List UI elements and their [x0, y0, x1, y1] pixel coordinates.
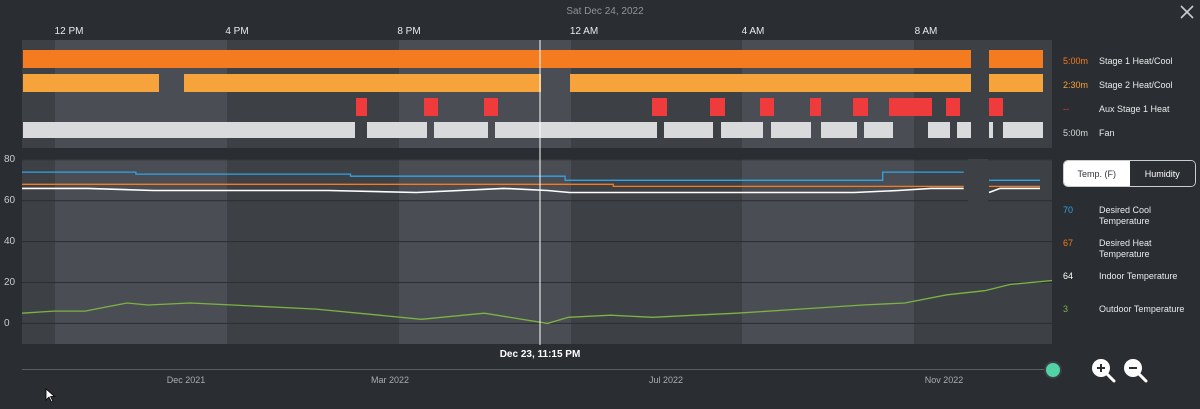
- zoom-in-icon[interactable]: [1090, 357, 1116, 383]
- chart-series: [21, 159, 1053, 325]
- scrubber-month: Nov 2022: [924, 375, 964, 385]
- scrubber-month: Mar 2022: [370, 375, 410, 385]
- legend-label: Indoor Temperature: [1099, 271, 1178, 281]
- runtime-bar: [928, 122, 950, 138]
- time-label-8am: 8 AM: [914, 26, 938, 37]
- runtime-bar: [957, 122, 971, 138]
- runtime-bar: [652, 98, 667, 116]
- runtime-bar: [810, 98, 821, 116]
- runtime-bar: [989, 50, 1043, 68]
- temperature-chart[interactable]: [0, 150, 1060, 345]
- runtime-bar: [989, 98, 1003, 116]
- series-line: [22, 187, 964, 194]
- chart-band: [399, 159, 571, 344]
- humidity-toggle-button[interactable]: Humidity: [1129, 161, 1195, 186]
- series-line: [22, 171, 964, 181]
- chart-band: [571, 159, 742, 344]
- y-tick-label: 40: [4, 236, 16, 247]
- y-tick-label: 20: [4, 277, 16, 288]
- runtime-bar: [771, 122, 811, 138]
- legend-value: 67: [1063, 238, 1074, 248]
- equipment-value: 5:00m: [1063, 56, 1089, 66]
- runtime-bar: [710, 98, 725, 116]
- runtime-bar: [864, 122, 893, 138]
- chart-band: [22, 159, 55, 344]
- runtime-bar: [484, 98, 498, 116]
- runtime-bar: [1003, 122, 1043, 138]
- legend-value: 3: [1063, 304, 1069, 314]
- time-label-12am: 12 AM: [569, 26, 599, 37]
- equipment-label: Stage 2 Heat/Cool: [1099, 80, 1173, 90]
- y-tick-label: 60: [4, 195, 16, 206]
- scrubber-month: Dec 2021: [166, 375, 206, 385]
- runtime-bar: [664, 122, 713, 138]
- temp-toggle-button[interactable]: Temp. (F): [1064, 161, 1130, 186]
- date-title: Sat Dec 24, 2022: [566, 6, 644, 17]
- runtime-bar: [821, 122, 857, 138]
- data-gap: [968, 159, 988, 219]
- equipment-label: Stage 1 Heat/Cool: [1099, 56, 1173, 66]
- runtime-bar: [989, 74, 1043, 92]
- runtime-bar: [853, 98, 868, 116]
- legend-value: 70: [1063, 205, 1074, 215]
- chart-band: [55, 159, 227, 344]
- runtime-bar: [424, 98, 438, 116]
- time-label-4am: 4 AM: [741, 26, 765, 37]
- mouse-pointer-icon: [45, 388, 56, 403]
- runtime-bar: [570, 74, 971, 92]
- time-label-8pm: 8 PM: [397, 26, 421, 37]
- zoom-out-icon[interactable]: [1122, 357, 1148, 383]
- equipment-value: 5:00m: [1063, 128, 1089, 138]
- y-tick-label: 80: [4, 154, 16, 165]
- unit-toggle[interactable]: Temp. (F) Humidity: [1063, 160, 1196, 187]
- equipment-label: Fan: [1099, 128, 1115, 138]
- runtime-bar: [23, 50, 971, 68]
- equipment-timeline[interactable]: [0, 40, 1060, 150]
- series-line: [988, 187, 1040, 194]
- runtime-bar: [721, 122, 763, 138]
- runtime-bar: [946, 98, 960, 116]
- time-label-12pm: 12 PM: [54, 26, 84, 37]
- series-line: [22, 183, 964, 188]
- legend-value: 64: [1063, 271, 1074, 281]
- runtime-bar: [23, 122, 355, 138]
- y-tick-label: 0: [4, 318, 10, 329]
- chart-gridlines: [22, 159, 1052, 324]
- scrubber-month: Jul 2022: [648, 375, 684, 385]
- chart-band: [227, 159, 399, 344]
- equipment-value: --: [1063, 104, 1069, 114]
- cursor-time-label: Dec 23, 11:15 PM: [499, 349, 581, 360]
- chart-band: [742, 159, 914, 344]
- runtime-bar: [989, 122, 993, 138]
- legend-label: Desired Cool Temperature: [1099, 205, 1152, 226]
- legend-label: Desired Heat Temperature: [1099, 238, 1152, 259]
- equipment-value: 2:30m: [1063, 80, 1089, 90]
- runtime-bar: [760, 98, 774, 116]
- legend-label: Outdoor Temperature: [1099, 304, 1185, 314]
- runtime-bar: [367, 122, 427, 138]
- runtime-bar: [434, 122, 488, 138]
- runtime-bar: [184, 74, 541, 92]
- runtime-bar: [889, 98, 932, 116]
- runtime-bar: [495, 122, 657, 138]
- runtime-bar: [356, 98, 367, 116]
- scrubber-handle[interactable]: [1046, 363, 1060, 377]
- time-label-4pm: 4 PM: [225, 26, 249, 37]
- equipment-label: Aux Stage 1 Heat: [1099, 104, 1170, 114]
- runtime-bar: [23, 74, 159, 92]
- close-icon[interactable]: [1177, 2, 1197, 22]
- timeline-bars: [23, 50, 1043, 138]
- series-line: [21, 279, 1053, 325]
- scrubber-track[interactable]: [22, 369, 1058, 370]
